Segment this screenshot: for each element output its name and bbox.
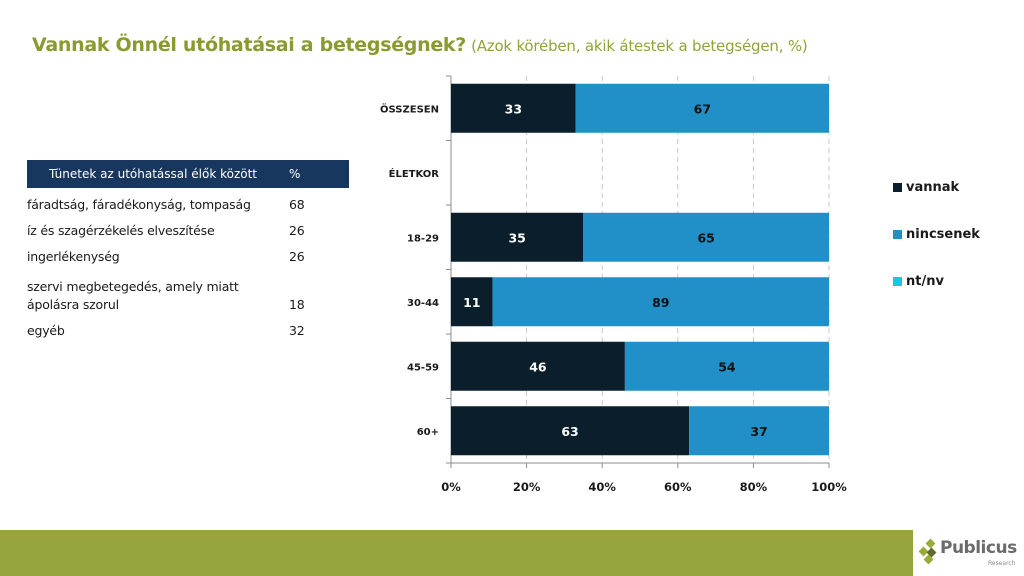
legend-swatch-icon xyxy=(893,183,902,192)
bar-nincsenek xyxy=(492,277,829,327)
symptom-label: ingerlékenység xyxy=(27,249,120,264)
symptom-percent: 26 xyxy=(289,249,305,264)
x-tick-label: 0% xyxy=(441,480,461,494)
legend-item: nincsenek xyxy=(893,227,980,242)
title-subtitle: (Azok körében, akik átestek a betegségen… xyxy=(471,37,808,55)
legend-label: vannak xyxy=(906,180,960,195)
legend-label: nt/nv xyxy=(906,274,944,289)
x-tick-label: 20% xyxy=(513,480,541,494)
logo-name: Publicus xyxy=(940,538,1017,558)
category-label: ÉLETKOR xyxy=(389,167,440,180)
bar-vannak xyxy=(451,212,584,262)
title-main: Vannak Önnél utóhatásai a betegségnek? xyxy=(32,34,466,56)
legend-item: vannak xyxy=(893,180,959,195)
symptom-label: szervi megbetegedés, amely miatt ápolásra… xyxy=(27,279,239,312)
bar-nincsenek xyxy=(624,341,829,391)
category-label: 18-29 xyxy=(407,233,439,244)
bar-value-label: 33 xyxy=(505,101,522,116)
x-tick-label: 100% xyxy=(811,480,847,494)
bar-value-label: 65 xyxy=(697,230,714,245)
symptom-label: íz és szagérzékelés elveszítése xyxy=(27,223,215,238)
symptoms-table-row: ingerlékenység 26 xyxy=(27,248,349,266)
symptom-percent: 18 xyxy=(289,297,305,312)
header-percent: % xyxy=(289,167,301,181)
bar-value-label: 67 xyxy=(694,101,711,116)
symptoms-table-header: Tünetek az utóhatással élők között % xyxy=(27,160,349,188)
category-label: 30-44 xyxy=(407,298,439,309)
logo-subtitle: Research xyxy=(988,560,1016,567)
publicus-logo: Publicus Research xyxy=(916,536,1024,574)
bar-value-label: 54 xyxy=(718,359,736,374)
x-tick-label: 80% xyxy=(740,480,768,494)
slide-title: Vannak Önnél utóhatásai a betegségnek? (… xyxy=(32,34,808,56)
bar-nincsenek xyxy=(689,406,829,456)
symptom-label: fáradtság, fáradékonyság, tompaság xyxy=(27,197,251,212)
symptoms-table: Tünetek az utóhatással élők között % fár… xyxy=(27,160,349,340)
header-label: Tünetek az utóhatással élők között xyxy=(49,167,258,181)
category-label: 45-59 xyxy=(407,362,439,373)
symptom-percent: 26 xyxy=(289,223,305,238)
bar-value-label: 11 xyxy=(463,295,480,310)
symptoms-table-row: fáradtság, fáradékonyság, tompaság 68 xyxy=(27,196,349,214)
bar-nincsenek xyxy=(583,212,829,262)
symptoms-table-row: szervi megbetegedés, amely miatt ápolásra… xyxy=(27,278,349,314)
legend-swatch-icon xyxy=(893,277,902,286)
symptom-percent: 68 xyxy=(289,197,305,212)
symptoms-table-row: egyéb 32 xyxy=(27,322,349,340)
bar-vannak xyxy=(451,277,493,327)
x-tick-label: 60% xyxy=(664,480,692,494)
symptoms-table-row: íz és szagérzékelés elveszítése 26 xyxy=(27,222,349,240)
symptom-percent: 32 xyxy=(289,323,305,338)
bar-value-label: 63 xyxy=(561,424,578,439)
bar-vannak xyxy=(451,341,625,391)
x-tick-label: 40% xyxy=(588,480,616,494)
bar-value-label: 46 xyxy=(529,359,547,374)
symptom-label: egyéb xyxy=(27,323,65,338)
bar-value-label: 37 xyxy=(750,424,767,439)
legend-swatch-icon xyxy=(893,230,902,239)
category-label: 60+ xyxy=(417,427,439,438)
legend-item: nt/nv xyxy=(893,274,944,289)
category-label: ÖSSZESEN xyxy=(380,101,439,115)
bar-nincsenek xyxy=(575,83,829,133)
legend-label: nincsenek xyxy=(906,227,980,242)
bar-value-label: 89 xyxy=(652,295,669,310)
bar-vannak xyxy=(451,83,576,133)
bar-vannak xyxy=(451,406,690,456)
bar-value-label: 35 xyxy=(508,230,525,245)
logo-diamonds-icon xyxy=(918,538,937,565)
footer-band xyxy=(0,530,913,576)
